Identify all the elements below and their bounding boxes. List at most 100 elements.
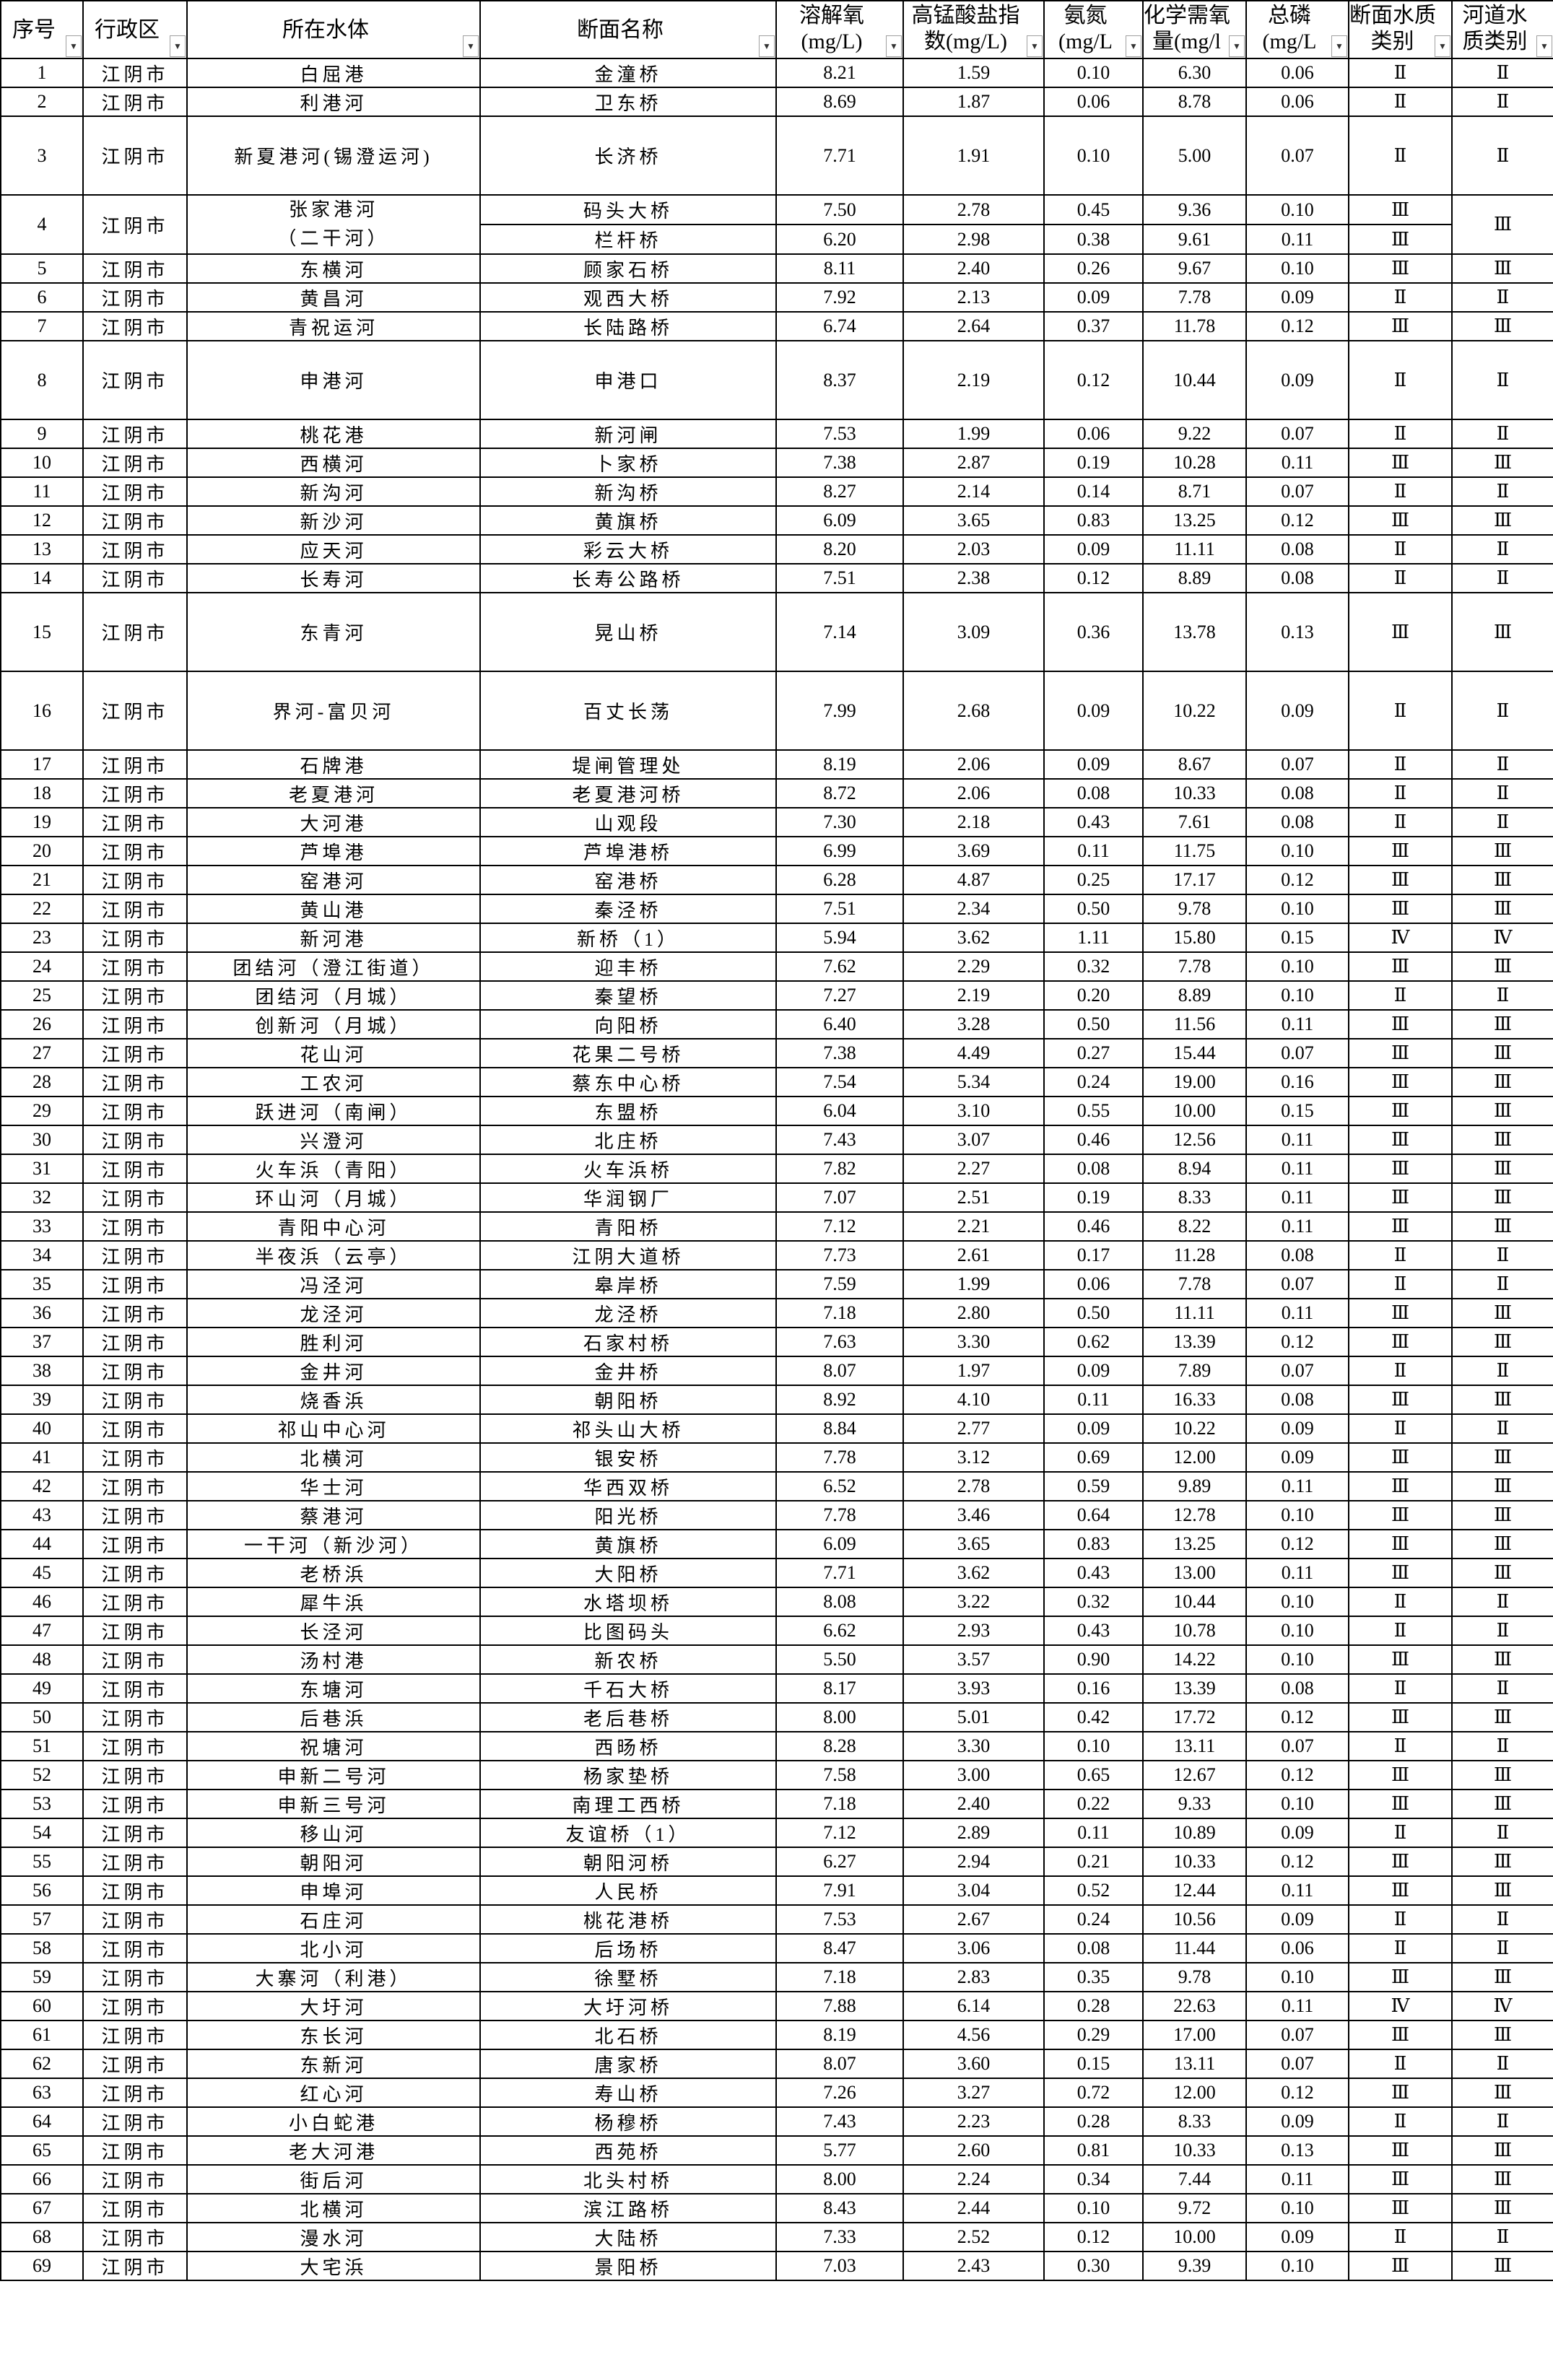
cell-river-class[interactable]: Ⅲ xyxy=(1451,1760,1553,1790)
cell-no[interactable]: 7 xyxy=(0,311,84,341)
cell-water-body[interactable]: 青祝运河 xyxy=(186,311,481,341)
cell-permanganate-index[interactable]: 1.87 xyxy=(902,87,1045,117)
cell-water-body[interactable]: 华士河 xyxy=(186,1471,481,1501)
cell-river-class[interactable]: Ⅲ xyxy=(1451,1875,1553,1906)
cell-water-body[interactable]: 老大河港 xyxy=(186,2135,481,2166)
cell-cod[interactable]: 13.00 xyxy=(1142,1558,1247,1588)
cell-river-class[interactable]: Ⅱ xyxy=(1451,563,1553,593)
cell-water-body[interactable]: 老夏港河 xyxy=(186,778,481,808)
cell-water-body[interactable]: 团结河（月城） xyxy=(186,980,481,1011)
cell-total-phosphorus[interactable]: 0.11 xyxy=(1245,1009,1349,1039)
cell-no[interactable]: 35 xyxy=(0,1269,84,1299)
cell-river-class[interactable]: Ⅲ xyxy=(1451,1327,1553,1357)
cell-water-body[interactable]: 白屈港 xyxy=(186,58,481,88)
cell-permanganate-index[interactable]: 2.13 xyxy=(902,282,1045,313)
cell-no[interactable]: 41 xyxy=(0,1442,84,1473)
cell-cod[interactable]: 7.89 xyxy=(1142,1356,1247,1386)
cell-section-name[interactable]: 水塔坝桥 xyxy=(479,1587,777,1617)
cell-ammonia-nitrogen[interactable]: 0.34 xyxy=(1043,2164,1144,2194)
cell-ammonia-nitrogen[interactable]: 0.19 xyxy=(1043,448,1144,478)
cell-section-class[interactable]: Ⅱ xyxy=(1348,2222,1453,2252)
cell-ammonia-nitrogen[interactable]: 0.22 xyxy=(1043,1789,1144,1819)
cell-total-phosphorus[interactable]: 0.12 xyxy=(1245,1760,1349,1790)
cell-cod[interactable]: 11.78 xyxy=(1142,311,1247,341)
cell-permanganate-index[interactable]: 2.94 xyxy=(902,1847,1045,1877)
cell-cod[interactable]: 10.22 xyxy=(1142,671,1247,751)
cell-water-body[interactable]: 祁山中心河 xyxy=(186,1413,481,1444)
cell-dissolved-oxygen[interactable]: 8.00 xyxy=(775,2164,904,2194)
cell-section-name[interactable]: 千石大桥 xyxy=(479,1673,777,1704)
cell-district[interactable]: 江阴市 xyxy=(82,1182,188,1213)
cell-dissolved-oxygen[interactable]: 7.82 xyxy=(775,1154,904,1184)
cell-ammonia-nitrogen[interactable]: 0.55 xyxy=(1043,1096,1144,1126)
cell-total-phosphorus[interactable]: 0.08 xyxy=(1245,1385,1349,1415)
cell-river-class[interactable]: Ⅱ xyxy=(1451,778,1553,808)
cell-section-class[interactable]: Ⅲ xyxy=(1348,311,1453,341)
cell-river-class[interactable]: Ⅱ xyxy=(1451,1673,1553,1704)
cell-water-body[interactable]: 移山河 xyxy=(186,1818,481,1848)
cell-ammonia-nitrogen[interactable]: 0.24 xyxy=(1043,1067,1144,1097)
cell-river-class[interactable]: Ⅲ xyxy=(1451,311,1553,341)
cell-no[interactable]: 24 xyxy=(0,951,84,982)
cell-permanganate-index[interactable]: 2.27 xyxy=(902,1154,1045,1184)
cell-no[interactable]: 27 xyxy=(0,1038,84,1068)
cell-dissolved-oxygen[interactable]: 6.62 xyxy=(775,1616,904,1646)
cell-district[interactable]: 江阴市 xyxy=(82,2078,188,2108)
cell-permanganate-index[interactable]: 2.23 xyxy=(902,2106,1045,2137)
cell-dissolved-oxygen[interactable]: 8.19 xyxy=(775,749,904,780)
cell-district[interactable]: 江阴市 xyxy=(82,2135,188,2166)
cell-permanganate-index[interactable]: 1.59 xyxy=(902,58,1045,88)
cell-total-phosphorus[interactable]: 0.11 xyxy=(1245,1471,1349,1501)
cell-section-class[interactable]: Ⅲ xyxy=(1348,865,1453,895)
cell-total-phosphorus[interactable]: 0.10 xyxy=(1245,2193,1349,2223)
cell-section-name[interactable]: 祁头山大桥 xyxy=(479,1413,777,1444)
cell-no[interactable]: 3 xyxy=(0,115,84,196)
cell-no[interactable]: 16 xyxy=(0,671,84,751)
cell-dissolved-oxygen[interactable]: 7.62 xyxy=(775,951,904,982)
cell-cod[interactable]: 12.44 xyxy=(1142,1875,1247,1906)
cell-district[interactable]: 江阴市 xyxy=(82,2251,188,2281)
cell-district[interactable]: 江阴市 xyxy=(82,563,188,593)
cell-ammonia-nitrogen[interactable]: 0.06 xyxy=(1043,1269,1144,1299)
cell-dissolved-oxygen[interactable]: 8.72 xyxy=(775,778,904,808)
cell-district[interactable]: 江阴市 xyxy=(82,340,188,420)
cell-dissolved-oxygen[interactable]: 7.73 xyxy=(775,1240,904,1270)
cell-river-class[interactable]: Ⅲ xyxy=(1451,1644,1553,1675)
cell-cod[interactable]: 10.78 xyxy=(1142,1616,1247,1646)
cell-ammonia-nitrogen[interactable]: 0.72 xyxy=(1043,2078,1144,2108)
cell-ammonia-nitrogen[interactable]: 0.52 xyxy=(1043,1875,1144,1906)
cell-river-class[interactable]: Ⅲ xyxy=(1451,894,1553,924)
cell-section-name[interactable]: 长济桥 xyxy=(479,115,777,196)
cell-section-class[interactable]: Ⅲ xyxy=(1348,1009,1453,1039)
cell-water-body[interactable]: 祝塘河 xyxy=(186,1731,481,1761)
cell-ammonia-nitrogen[interactable]: 0.11 xyxy=(1043,1385,1144,1415)
cell-district[interactable]: 江阴市 xyxy=(82,1587,188,1617)
cell-dissolved-oxygen[interactable]: 8.21 xyxy=(775,58,904,88)
cell-water-body[interactable]: 大河港 xyxy=(186,807,481,837)
cell-no[interactable]: 56 xyxy=(0,1875,84,1906)
cell-ammonia-nitrogen[interactable]: 0.11 xyxy=(1043,1818,1144,1848)
filter-dropdown-icon[interactable]: ▼ xyxy=(170,35,186,57)
cell-section-class[interactable]: Ⅲ xyxy=(1348,592,1453,672)
cell-no[interactable]: 52 xyxy=(0,1760,84,1790)
cell-river-class[interactable]: Ⅲ xyxy=(1451,2251,1553,2281)
cell-permanganate-index[interactable]: 2.19 xyxy=(902,980,1045,1011)
cell-river-class[interactable]: Ⅱ xyxy=(1451,1413,1553,1444)
cell-district[interactable]: 江阴市 xyxy=(82,1038,188,1068)
cell-water-body[interactable]: 界河-富贝河 xyxy=(186,671,481,751)
cell-district[interactable]: 江阴市 xyxy=(82,749,188,780)
cell-permanganate-index[interactable]: 2.64 xyxy=(902,311,1045,341)
cell-cod[interactable]: 7.61 xyxy=(1142,807,1247,837)
cell-section-class[interactable]: Ⅱ xyxy=(1348,476,1453,507)
cell-water-body[interactable]: 石牌港 xyxy=(186,749,481,780)
cell-district[interactable]: 江阴市 xyxy=(82,1991,188,2021)
cell-water-body[interactable]: 团结河（澄江街道） xyxy=(186,951,481,982)
cell-section-name[interactable]: 后场桥 xyxy=(479,1933,777,1963)
cell-section-class[interactable]: Ⅲ xyxy=(1348,951,1453,982)
cell-river-class[interactable]: Ⅲ xyxy=(1451,2135,1553,2166)
cell-cod[interactable]: 12.00 xyxy=(1142,2078,1247,2108)
cell-dissolved-oxygen[interactable]: 8.07 xyxy=(775,1356,904,1386)
cell-ammonia-nitrogen[interactable]: 0.09 xyxy=(1043,1356,1144,1386)
cell-ammonia-nitrogen[interactable]: 0.09 xyxy=(1043,671,1144,751)
cell-river-class[interactable]: Ⅱ xyxy=(1451,58,1553,88)
